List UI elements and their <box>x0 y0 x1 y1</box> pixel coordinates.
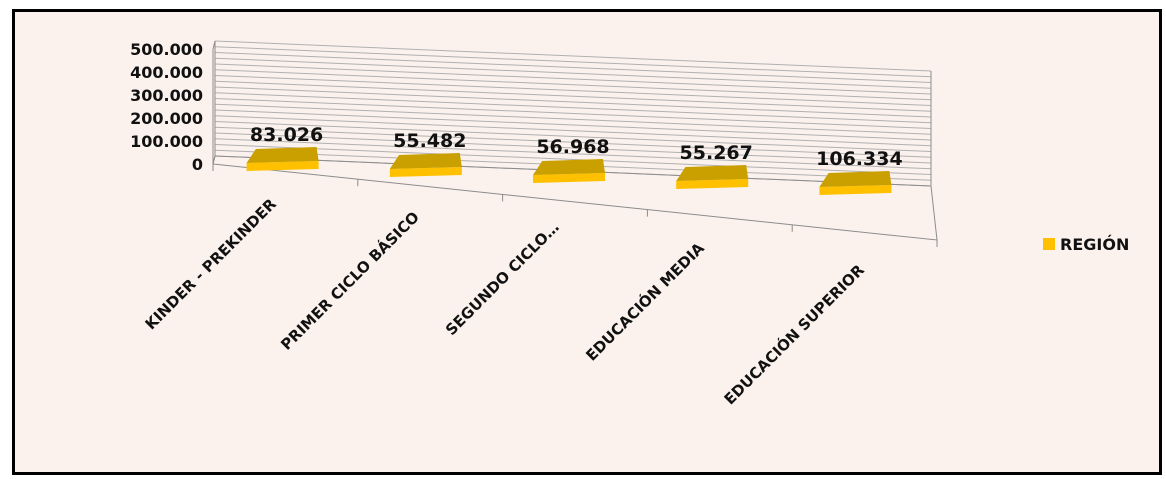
x-tick-label: EDUCACIÓN MEDIA <box>582 238 708 364</box>
gridline <box>214 80 932 112</box>
gridline <box>214 52 932 83</box>
data-label: 83.026 <box>250 124 323 146</box>
legend-swatch <box>1043 238 1055 250</box>
bar <box>389 167 462 177</box>
gridline <box>214 75 932 106</box>
y-tick-label: 0 <box>192 155 203 174</box>
side-wall <box>212 40 216 165</box>
floor <box>212 155 938 241</box>
gridline <box>214 138 932 170</box>
chart-plot: 0 100.000 200.000 300.000 400.000 500.000 83.0… <box>130 40 1129 408</box>
data-label: 55.482 <box>393 130 466 152</box>
bar-top <box>246 147 319 163</box>
gridline <box>214 86 932 118</box>
y-tick-label: 300.000 <box>130 86 203 105</box>
y-tick-label: 100.000 <box>130 132 203 151</box>
x-tick-label: PRIMER CICLO BÁSICO <box>277 207 423 353</box>
gridline <box>214 92 932 124</box>
bar <box>819 185 892 195</box>
data-label: 106.334 <box>816 148 903 170</box>
gridline <box>214 46 932 78</box>
gridline <box>214 115 932 147</box>
gridline <box>214 98 932 129</box>
gridline <box>214 63 932 95</box>
bar-top <box>389 153 462 169</box>
y-tick-label: 500.000 <box>130 40 203 59</box>
x-tick-label: SEGUNDO CICLO… <box>442 218 563 339</box>
x-tick-label: EDUCACIÓN SUPERIOR <box>720 260 868 408</box>
y-tick-label: 400.000 <box>130 63 203 82</box>
bar-top <box>676 165 749 181</box>
bar <box>533 173 605 183</box>
gridline <box>214 57 932 89</box>
chart-frame: 0 100.000 200.000 300.000 400.000 500.000 83.0… <box>12 9 1162 475</box>
data-label: 56.968 <box>536 136 609 158</box>
gridline <box>214 40 932 72</box>
gridline <box>214 69 932 101</box>
gridline <box>214 121 932 152</box>
gridline <box>214 144 932 175</box>
gridline <box>214 103 932 135</box>
bar-top <box>533 159 605 175</box>
gridline <box>214 132 932 164</box>
bar-top <box>819 171 892 187</box>
bar <box>676 179 749 189</box>
y-tick-label: 200.000 <box>130 109 203 128</box>
gridline <box>214 109 932 141</box>
bar <box>246 161 319 171</box>
data-label: 55.267 <box>680 142 753 164</box>
gridline <box>214 126 932 158</box>
x-tick-label: KINDER - PREKINDER <box>142 195 281 334</box>
legend-label: REGIÓN <box>1060 235 1129 254</box>
